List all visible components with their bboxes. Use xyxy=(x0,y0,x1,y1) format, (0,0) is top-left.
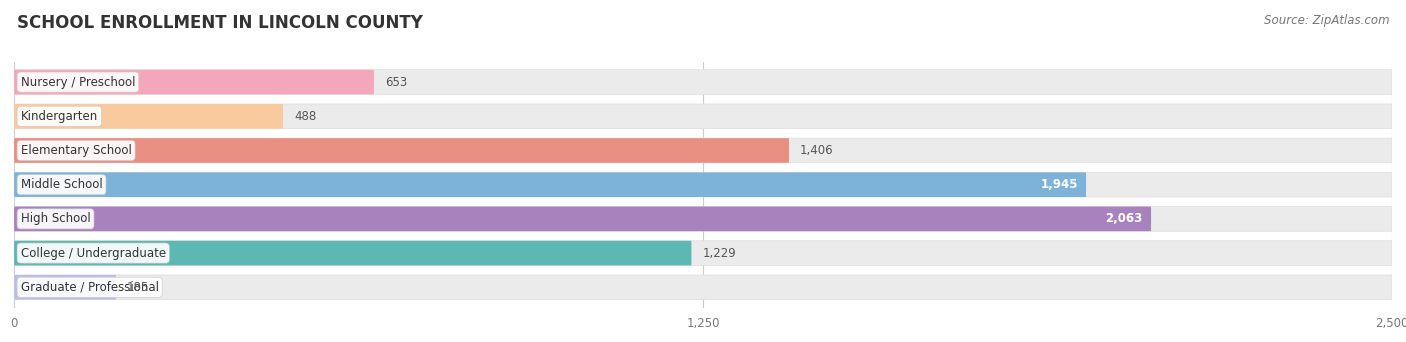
FancyBboxPatch shape xyxy=(14,207,1392,231)
Text: Source: ZipAtlas.com: Source: ZipAtlas.com xyxy=(1264,14,1389,27)
Text: 1,945: 1,945 xyxy=(1040,178,1078,191)
Text: 2,063: 2,063 xyxy=(1105,212,1143,225)
Text: 653: 653 xyxy=(385,76,408,89)
FancyBboxPatch shape xyxy=(14,104,1392,129)
Text: College / Undergraduate: College / Undergraduate xyxy=(21,247,166,260)
Text: SCHOOL ENROLLMENT IN LINCOLN COUNTY: SCHOOL ENROLLMENT IN LINCOLN COUNTY xyxy=(17,14,423,32)
FancyBboxPatch shape xyxy=(14,241,692,265)
Text: 1,406: 1,406 xyxy=(800,144,834,157)
Text: Kindergarten: Kindergarten xyxy=(21,110,98,123)
FancyBboxPatch shape xyxy=(14,172,1392,197)
FancyBboxPatch shape xyxy=(14,104,283,129)
FancyBboxPatch shape xyxy=(14,275,1392,300)
Text: High School: High School xyxy=(21,212,90,225)
FancyBboxPatch shape xyxy=(14,138,789,163)
Text: Elementary School: Elementary School xyxy=(21,144,132,157)
FancyBboxPatch shape xyxy=(14,241,1392,265)
Text: 185: 185 xyxy=(127,281,149,294)
Text: Nursery / Preschool: Nursery / Preschool xyxy=(21,76,135,89)
FancyBboxPatch shape xyxy=(14,275,117,300)
Text: 488: 488 xyxy=(294,110,316,123)
FancyBboxPatch shape xyxy=(14,172,1085,197)
FancyBboxPatch shape xyxy=(14,207,1152,231)
FancyBboxPatch shape xyxy=(14,70,374,94)
FancyBboxPatch shape xyxy=(14,138,1392,163)
Text: 1,229: 1,229 xyxy=(703,247,737,260)
Text: Middle School: Middle School xyxy=(21,178,103,191)
Text: Graduate / Professional: Graduate / Professional xyxy=(21,281,159,294)
FancyBboxPatch shape xyxy=(14,70,1392,94)
